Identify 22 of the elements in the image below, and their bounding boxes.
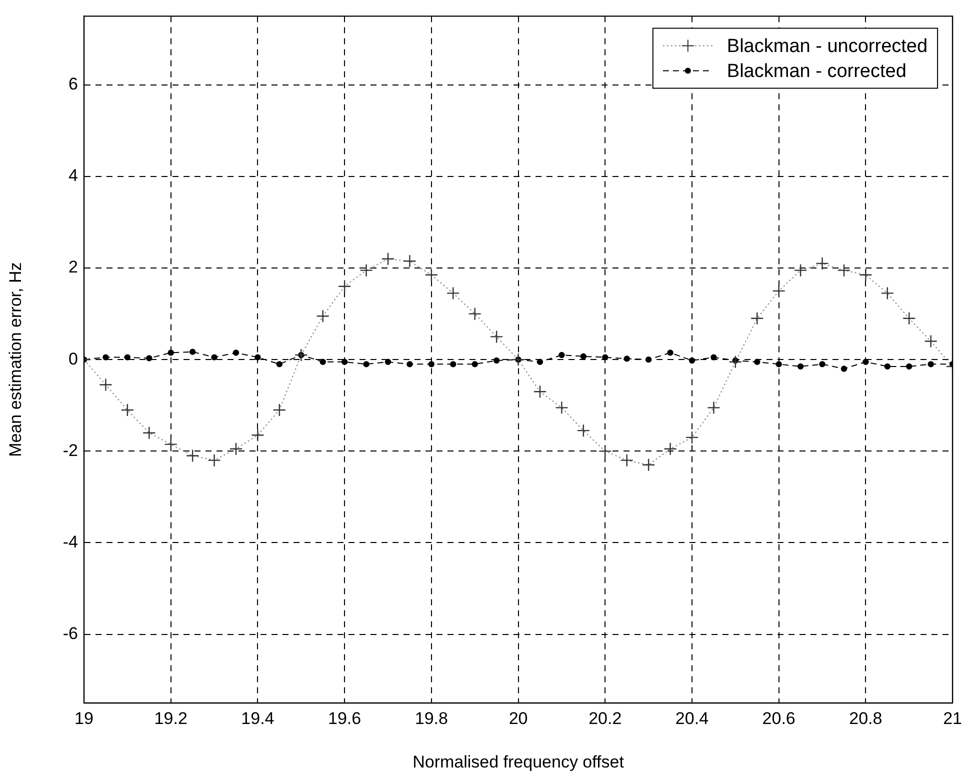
y-axis-title: Mean estimation error, Hz xyxy=(6,262,25,457)
y-tick-label: 0 xyxy=(68,349,78,368)
x-tick-label: 19 xyxy=(74,708,94,728)
legend-label: Blackman - corrected xyxy=(726,60,906,82)
x-tick-label: 20.2 xyxy=(588,708,622,728)
legend-label: Blackman - uncorrected xyxy=(726,36,928,57)
y-tick-label: 6 xyxy=(68,74,78,94)
x-tick-label: 20.6 xyxy=(762,708,796,728)
x-tick-label: 19.4 xyxy=(241,708,274,728)
x-tick-label: 20.4 xyxy=(675,708,709,728)
y-tick-label: 4 xyxy=(68,166,78,186)
x-tick-label: 21 xyxy=(943,708,962,728)
x-tick-label: 19.6 xyxy=(328,708,362,728)
x-axis-title: Normalised frequency offset xyxy=(412,752,624,772)
y-tick-label: 2 xyxy=(68,258,78,277)
x-tick-label: 19.2 xyxy=(154,708,188,728)
x-tick-label: 20 xyxy=(508,708,528,728)
x-tick-label: 20.8 xyxy=(849,708,882,728)
y-tick-label: -6 xyxy=(62,624,78,644)
x-tick-label: 19.8 xyxy=(414,708,448,728)
y-tick-label: -2 xyxy=(62,440,78,460)
y-tick-label: -4 xyxy=(62,532,78,552)
